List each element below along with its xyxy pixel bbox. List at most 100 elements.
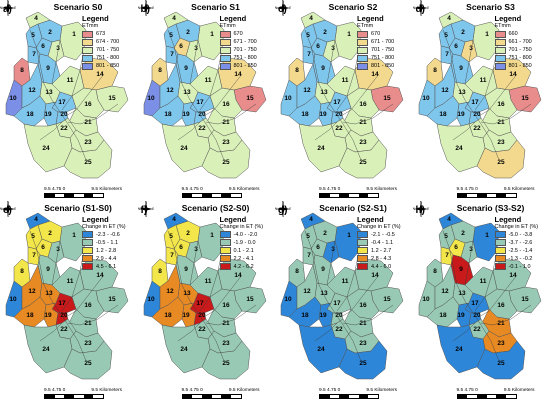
legend-item: 673	[82, 30, 137, 38]
legend-unit: Change in ET (%)	[494, 223, 539, 230]
subbasin-label-12: 12	[303, 87, 311, 94]
subbasin-label-10: 10	[9, 296, 17, 303]
legend-label: 660	[508, 31, 518, 37]
subbasin-label-12: 12	[28, 87, 36, 94]
subbasin-label-8: 8	[158, 268, 162, 275]
subbasin-4	[438, 11, 464, 29]
subbasin-label-23: 23	[222, 139, 230, 146]
river-line	[342, 304, 394, 325]
subbasin-label-16: 16	[84, 101, 92, 108]
river-line	[452, 322, 475, 341]
subbasin-label-8: 8	[295, 67, 299, 74]
subbasin-label-16: 16	[359, 101, 367, 108]
legend-label: 801 - 850	[96, 63, 120, 69]
scale-bar-labels: 9.5 4.75 0 9.5 Kilometers	[457, 388, 537, 394]
north-arrow-icon: N S E W	[0, 201, 16, 217]
legend-label: 751 - 800	[233, 55, 257, 61]
scale-bar-labels: 9.5 4.75 0 9.5 Kilometers	[319, 187, 399, 193]
subbasin-label-23: 23	[84, 139, 92, 146]
legend-swatch	[357, 54, 368, 62]
river-line	[29, 29, 69, 125]
subbasin-label-12: 12	[303, 288, 311, 295]
legend-item: 671 - 700	[219, 38, 275, 46]
north-label-s: S	[144, 214, 147, 217]
scale-bar-end: 9.5 Kilometers	[91, 187, 123, 192]
subbasin-24	[436, 123, 485, 173]
subbasin-label-24: 24	[42, 346, 50, 353]
scale-bar-graphic	[319, 193, 379, 198]
river-line	[326, 39, 336, 85]
north-arrow-icon: N S E W	[413, 201, 429, 217]
subbasin-24	[298, 123, 348, 173]
legend-swatch	[219, 30, 231, 38]
river-line	[314, 121, 338, 141]
subbasin-label-22: 22	[60, 125, 68, 132]
subbasin-label-10: 10	[422, 95, 430, 102]
subbasin-label-22: 22	[335, 326, 343, 333]
river-line	[167, 29, 206, 125]
legend: Legend ETmm 670 671 - 700 701 - 750 751 - 800…	[219, 14, 275, 70]
scale-bar-labels: 9.5 4.75 0 9.5 Kilometers	[182, 388, 262, 394]
subbasin-label-9: 9	[46, 65, 50, 72]
legend-item: 801 - 850	[82, 62, 137, 70]
legend-swatch	[494, 38, 506, 46]
subbasin-4	[300, 11, 326, 29]
legend-label: -2.3 - -0.6	[96, 231, 120, 238]
legend-swatch	[219, 54, 231, 62]
subbasin-label-3: 3	[56, 246, 60, 253]
subbasin-label-25: 25	[222, 360, 230, 367]
river-line	[203, 274, 242, 317]
scale-bar-end: 9.5 Kilometers	[366, 187, 398, 192]
legend-unit: ETmm	[82, 23, 99, 29]
legend-label: 673	[96, 31, 106, 37]
subbasin-24	[298, 324, 348, 373]
legend-label: 801 - 850	[508, 63, 532, 69]
panel-title: Scenario S2	[328, 2, 378, 12]
river-line	[478, 274, 517, 317]
north-label-w: W	[413, 6, 416, 10]
scale-bar-start: 9.5 4.75 0	[181, 187, 203, 192]
subbasin-label-13: 13	[320, 89, 328, 96]
legend-item: 670	[357, 30, 412, 38]
north-label-s: S	[419, 13, 422, 16]
subbasin-label-4: 4	[447, 216, 451, 223]
river-line	[340, 274, 380, 317]
legend-item: 751 - 800	[82, 54, 137, 62]
subbasin-label-21: 21	[222, 119, 230, 126]
river-line	[67, 123, 87, 161]
legend-item: 701 - 750	[219, 46, 275, 54]
subbasin-label-4: 4	[447, 15, 451, 22]
river-line	[205, 123, 224, 161]
subbasin-label-11: 11	[479, 278, 486, 285]
subbasin-label-6: 6	[454, 244, 458, 251]
panel-label: b)	[140, 4, 150, 15]
subbasin-label-12: 12	[441, 87, 449, 94]
river-line	[342, 123, 362, 161]
legend-label: -0.4 - 1.1	[371, 239, 394, 246]
legend-item: -5.0 - -3.8	[494, 231, 550, 239]
subbasin-24	[23, 123, 73, 173]
subbasin-label-3: 3	[469, 246, 473, 253]
legend-item: -0.4 - 1.1	[357, 239, 412, 247]
subbasin-label-11: 11	[342, 77, 349, 84]
subbasin-label-20: 20	[60, 312, 68, 319]
subbasin-label-22: 22	[198, 326, 206, 333]
legend-label: 2.2 - 4.1	[233, 255, 254, 262]
river-line	[189, 39, 198, 85]
legend: Legend ETmm 670 671 - 700 701 - 750 751 - 800…	[357, 14, 412, 70]
subbasin-label-6: 6	[316, 43, 320, 50]
legend-unit: ETmm	[219, 23, 236, 29]
legend-label: 2.8 - 4.3	[371, 255, 392, 262]
legend-item: -0.5 - 1.1	[82, 239, 137, 247]
legend-item: 2.2 - 4.1	[219, 255, 275, 263]
panel-label: g)	[278, 204, 288, 216]
scale-bar-graphic	[319, 393, 379, 399]
subbasin-label-19: 19	[44, 312, 52, 319]
subbasin-label-5: 5	[444, 32, 448, 39]
legend-item: 801 - 850	[357, 62, 412, 70]
north-arrow-icon: N S E W	[413, 0, 429, 16]
legend: Legend ETmm 673 674 - 700 701 - 750 751 - 800…	[82, 14, 137, 70]
legend-label: -0.5 - 1.1	[96, 239, 119, 246]
